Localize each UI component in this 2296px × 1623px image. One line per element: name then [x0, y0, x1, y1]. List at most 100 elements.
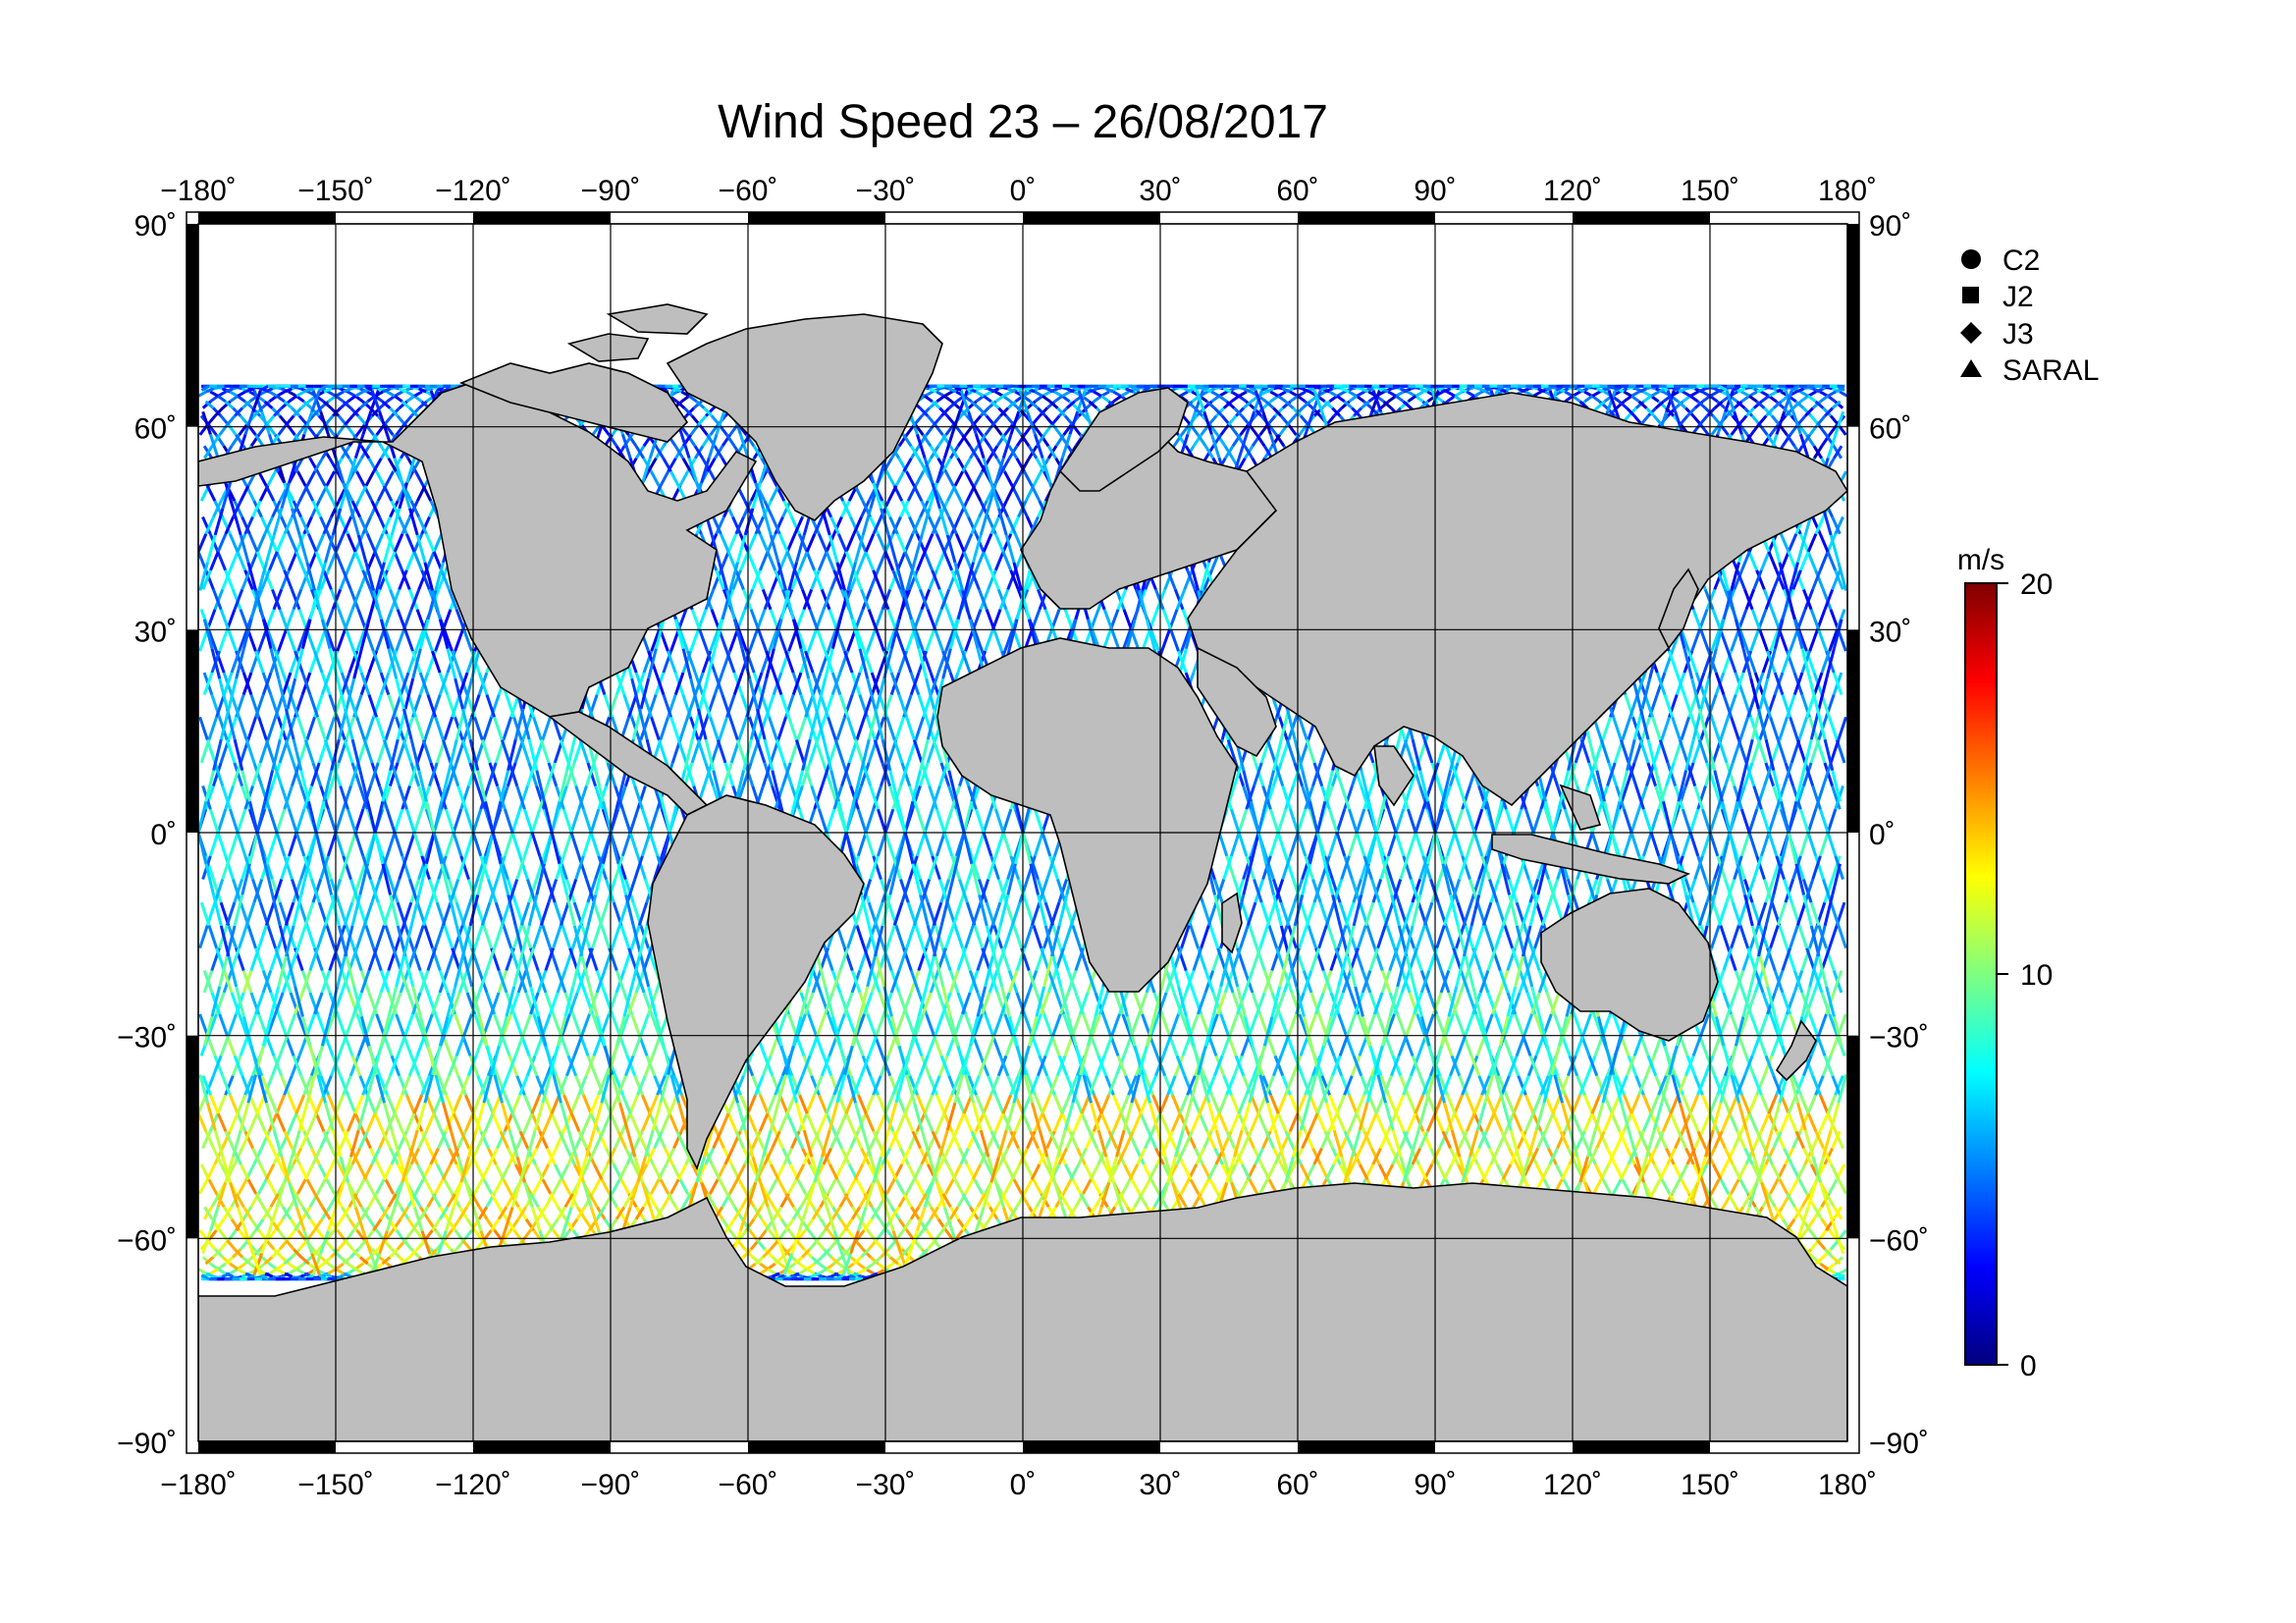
track-segment: [382, 1163, 394, 1181]
track-segment: [499, 855, 509, 880]
track-segment: [538, 1130, 549, 1150]
track-segment: [628, 832, 640, 857]
track-segment: [1012, 925, 1023, 949]
track-segment: [536, 1206, 548, 1220]
track-segment: [1625, 762, 1636, 786]
track-segment: [1696, 1075, 1707, 1096]
track-segment: [459, 1075, 470, 1096]
track-segment: [347, 1094, 357, 1114]
track-segment: [244, 901, 256, 926]
track-segment: [384, 1013, 395, 1036]
track-segment: [846, 1013, 857, 1036]
track-segment: [1186, 1130, 1197, 1150]
track-segment: [207, 1178, 218, 1195]
track-segment: [441, 1163, 453, 1181]
track-segment: [277, 1013, 288, 1036]
track-segment: [827, 716, 837, 740]
track-segment: [388, 762, 400, 786]
track-segment: [224, 855, 235, 880]
track-segment: [548, 992, 560, 1015]
track-segment: [225, 901, 237, 926]
track-segment: [452, 808, 463, 834]
track-segment: [322, 515, 333, 535]
track-segment: [319, 400, 330, 409]
track-segment: [496, 1130, 507, 1150]
track-segment: [689, 629, 700, 652]
track-segment: [1031, 414, 1041, 426]
track-segment: [1752, 1075, 1763, 1096]
track-segment: [257, 629, 268, 652]
track-segment: [434, 1013, 445, 1036]
track-segment: [201, 400, 212, 409]
track-segment: [525, 1055, 537, 1077]
track-segment: [787, 629, 798, 652]
track-segment: [350, 588, 362, 611]
track-segment: [928, 387, 937, 394]
track-segment: [1726, 650, 1737, 674]
track-segment: [292, 588, 303, 611]
track-segment: [869, 1130, 880, 1150]
track-segment: [735, 1163, 747, 1181]
track-segment: [561, 1178, 571, 1195]
track-segment: [759, 551, 770, 571]
track-segment: [1320, 400, 1331, 409]
track-segment: [1317, 1013, 1328, 1036]
track-segment: [977, 879, 988, 903]
track-segment: [935, 1094, 946, 1114]
track-segment: [1583, 390, 1593, 398]
track-segment: [653, 855, 664, 880]
track-segment: [923, 1094, 934, 1114]
track-segment: [1575, 387, 1585, 394]
track-segment: [1301, 855, 1311, 880]
track-segment: [751, 1256, 762, 1266]
track-segment: [418, 1206, 430, 1220]
track-segment: [319, 1130, 330, 1150]
track-segment: [1615, 1130, 1626, 1150]
track-segment: [1791, 1130, 1802, 1150]
track-segment: [894, 1013, 905, 1036]
track-segment: [901, 650, 913, 674]
track-segment: [456, 1130, 467, 1150]
track-segment: [438, 672, 450, 695]
track-segment: [665, 1147, 675, 1165]
track-segment: [1794, 785, 1805, 810]
track-segment: [574, 1075, 585, 1096]
track-segment: [1261, 1130, 1272, 1150]
track-segment: [266, 1013, 277, 1036]
track-segment: [378, 1130, 389, 1150]
track-segment: [243, 1130, 254, 1150]
track-segment: [499, 1130, 509, 1150]
track-segment: [852, 515, 863, 535]
track-segment: [876, 1112, 887, 1132]
track-segment: [314, 533, 326, 553]
track-segment: [950, 1130, 961, 1150]
track-segment: [938, 879, 949, 903]
track-segment: [371, 650, 383, 674]
track-segment: [928, 1075, 938, 1096]
track-segment: [818, 551, 828, 571]
track-segment: [846, 629, 857, 652]
track-segment: [1811, 1130, 1822, 1150]
track-segment: [336, 629, 347, 652]
track-segment: [1719, 1013, 1730, 1036]
track-segment: [423, 629, 434, 652]
track-segment: [1285, 739, 1297, 764]
track-segment: [1791, 400, 1802, 409]
track-segment: [417, 569, 428, 590]
track-segment: [314, 1112, 326, 1132]
track-segment: [395, 629, 405, 652]
track-segment: [267, 808, 279, 834]
track-segment: [829, 1075, 840, 1096]
track-segment: [636, 1075, 647, 1096]
track-segment: [558, 1130, 568, 1150]
track-segment: [943, 390, 953, 398]
track-segment: [205, 484, 217, 502]
track-segment: [767, 1268, 776, 1275]
track-segment: [905, 629, 916, 652]
track-segment: [535, 1075, 546, 1096]
track-segment: [1772, 785, 1783, 810]
track-segment: [1772, 855, 1783, 880]
track-segment: [842, 650, 854, 674]
track-segment: [299, 569, 310, 590]
track-segment: [832, 569, 843, 590]
